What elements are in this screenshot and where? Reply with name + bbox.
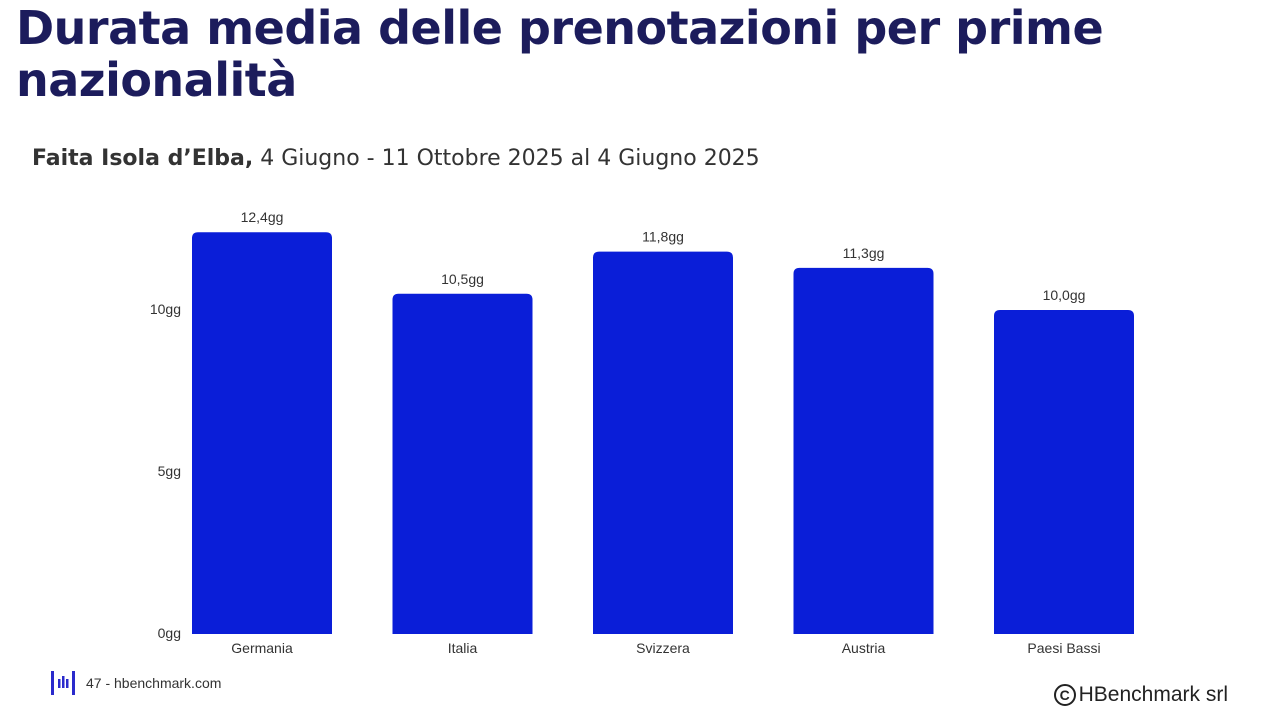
- bar: [392, 293, 533, 634]
- copyright-icon: C: [1053, 684, 1076, 706]
- chart-subtitle: Faita Isola d’Elba, 4 Giugno - 11 Ottobr…: [32, 145, 760, 173]
- subtitle-location: Faita Isola d’Elba,: [32, 146, 254, 171]
- page-number-label: 47 - hbenchmark.com: [86, 675, 222, 691]
- page-title: Durata media delle prenotazioni per prim…: [16, 1, 1104, 107]
- data-label: 11,8gg: [642, 229, 684, 245]
- data-label: 10,5gg: [441, 271, 484, 287]
- x-tick-label: Germania: [231, 640, 293, 656]
- data-label: 10,0gg: [1043, 287, 1086, 303]
- x-tick-label: Svizzera: [636, 640, 690, 656]
- data-label: 12,4gg: [241, 209, 284, 225]
- y-tick-label: 0gg: [158, 625, 181, 641]
- subtitle-period: 4 Giugno - 11 Ottobre 2025 al 4 Giugno 2…: [253, 146, 760, 171]
- copyright-notice: C HBenchmark srl: [1053, 683, 1228, 707]
- bar: [994, 310, 1134, 634]
- bar: [793, 267, 934, 634]
- footer-page-info: 47 - hbenchmark.com: [50, 670, 221, 696]
- x-tick-label: Paesi Bassi: [1027, 640, 1100, 656]
- hbenchmark-logo-icon: [51, 671, 75, 695]
- y-tick-label: 10gg: [150, 301, 181, 317]
- copyright-text: HBenchmark srl: [1078, 683, 1228, 706]
- x-tick-label: Austria: [842, 640, 886, 656]
- data-label: 11,3gg: [843, 245, 885, 261]
- bar: [593, 251, 733, 634]
- x-tick-label: Italia: [448, 640, 478, 656]
- bar: [192, 232, 332, 635]
- y-tick-label: 5gg: [158, 463, 181, 479]
